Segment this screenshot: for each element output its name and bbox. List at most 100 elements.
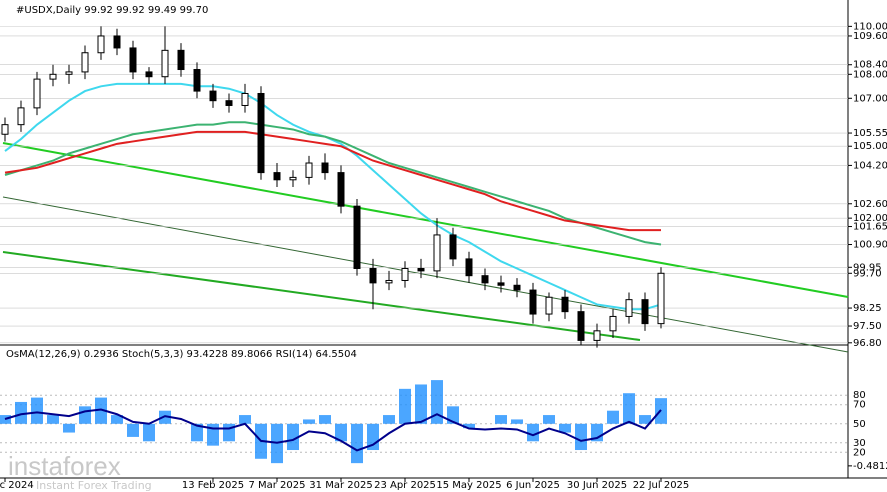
candle-body [625,299,633,317]
y-tick-label: 70 [853,400,866,411]
candle-body [593,330,601,341]
osma-bar [399,388,411,424]
osma-bar [543,415,555,424]
y-tick-label: 97.50 [853,321,882,332]
osma-bar [239,415,251,424]
candle-body [577,311,585,341]
candle-body [353,205,361,269]
candle-body [481,275,489,284]
osma-bar [303,419,315,424]
candle-body [97,35,105,54]
candle-body [513,284,521,291]
candle-body [257,92,265,174]
candle-body [193,69,201,92]
y-tick-label: 99.70 [853,268,882,279]
x-tick-label: 31 Mar 2025 [309,480,372,491]
candle-body [65,71,73,75]
x-tick-label: 15 May 2025 [436,480,501,491]
osma-bar [31,397,43,424]
candle-body [209,90,217,102]
osma-bar [495,415,507,424]
osma-bar [431,380,443,424]
osma-bar [47,415,59,424]
candle-body [289,176,297,181]
y-tick-label: 80 [853,390,866,401]
osma-bar [463,423,475,429]
osma-bar [511,419,523,424]
y-tick-label: 102.60 [853,199,887,210]
y-tick-label: 99.95 [853,262,882,273]
watermark-tagline: Instant Forex Trading [36,479,152,492]
candle-body [545,296,553,315]
candle-body [129,47,137,73]
chart-title: #USDX,Daily 99.92 99.92 99.49 99.70 [16,5,208,16]
candle-body [113,35,121,49]
rsi-line [4,408,662,452]
osma-bar [287,423,299,451]
moving-average [4,130,661,232]
y-tick-label: 109.60 [853,31,887,42]
osma-bar [63,423,75,433]
x-tick-label: 30 Jun 2025 [567,480,627,491]
candle-body [337,172,345,207]
y-tick-label: 108.00 [853,69,887,80]
y-tick-label: 110.00 [853,21,887,32]
y-tick-label: 20 [853,447,866,458]
candle-body [497,282,505,286]
candle-body [161,49,169,78]
candle-body [321,162,329,174]
osma-bar [415,384,427,424]
osma-bar [383,415,395,424]
osma-bar [527,423,539,442]
y-tick-label: 30 [853,438,866,449]
candle-body [369,267,377,284]
y-tick-label: 50 [853,419,866,430]
candle-body [81,52,89,73]
candle-body [1,124,9,135]
x-tick-label: 5 Dec 2024 [0,480,34,491]
indicator-title: OsMA(12,26,9) 0.2936 Stoch(5,3,3) 93.422… [6,349,357,360]
candle-body [449,234,457,260]
y-tick-label: 105.00 [853,141,887,152]
trendline [2,251,641,341]
moving-average [4,82,662,311]
candle-body [561,296,569,313]
candle-body [641,299,649,325]
x-tick-label: 13 Feb 2025 [182,480,244,491]
trendline [2,142,849,298]
candle-body [177,49,185,71]
candle-body [385,279,393,284]
y-tick-label: 96.80 [853,338,882,349]
candle-body [609,315,617,332]
y-tick-label: 102.00 [853,213,887,224]
candle-body [305,162,313,178]
osma-bar [143,423,155,442]
candle-body [241,92,249,106]
y-tick-label: 100.90 [853,240,887,251]
y-tick-label: 101.65 [853,222,887,233]
candle-body [49,73,57,80]
candle-body [417,267,425,272]
x-tick-label: 22 Jul 2025 [633,480,690,491]
osma-bar [639,415,651,424]
y-tick-label: 105.55 [853,128,887,139]
candle-body [529,289,537,315]
candle-body [273,172,281,181]
y-tick-label: 108.40 [853,60,887,71]
x-tick-label: 6 Jun 2025 [506,480,560,491]
candle-body [17,107,25,126]
osma-bar [623,393,635,424]
y-tick-label: 104.20 [853,160,887,171]
candle-body [465,258,473,277]
y-tick-label: 107.00 [853,93,887,104]
x-tick-label: 7 Mar 2025 [248,480,305,491]
osma-bar [559,423,571,433]
candle-body [433,234,441,272]
osma-bar [191,423,203,442]
osma-bar [127,423,139,437]
moving-average [4,121,662,246]
watermark: instaforex [8,451,121,481]
osma-bar [79,406,91,424]
